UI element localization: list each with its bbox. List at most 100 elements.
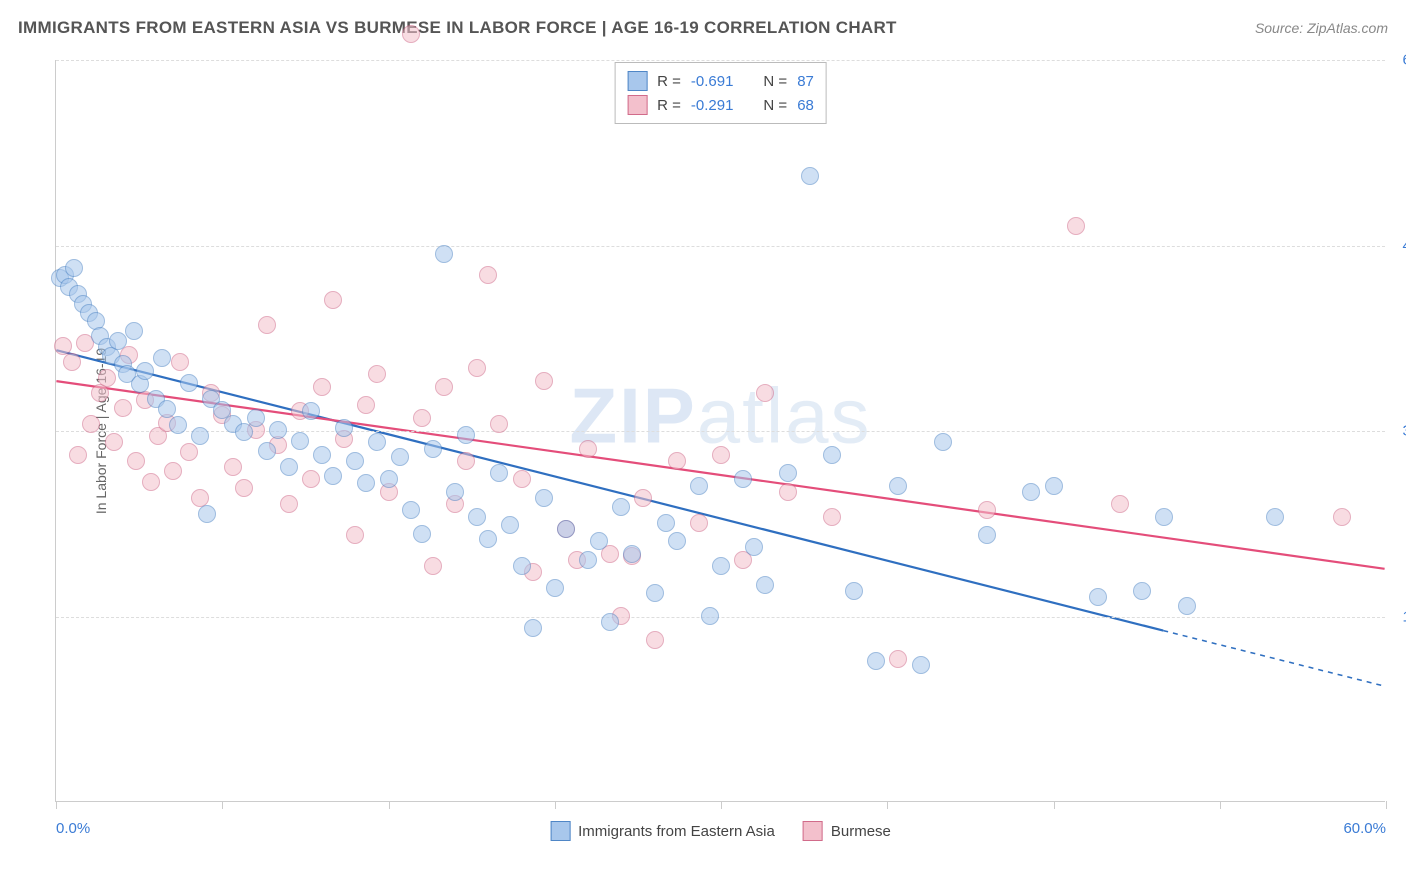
data-point — [164, 462, 182, 480]
data-point — [889, 650, 907, 668]
series-legend: Immigrants from Eastern Asia Burmese — [550, 821, 891, 841]
data-point — [324, 291, 342, 309]
data-point — [513, 557, 531, 575]
data-point — [114, 399, 132, 417]
n-label: N = — [763, 97, 787, 114]
data-point — [1022, 483, 1040, 501]
data-point — [479, 530, 497, 548]
data-point — [153, 349, 171, 367]
data-point — [346, 452, 364, 470]
data-point — [513, 470, 531, 488]
data-point — [125, 322, 143, 340]
data-point — [690, 477, 708, 495]
legend-swatch — [803, 821, 823, 841]
data-point — [247, 409, 265, 427]
data-point — [368, 365, 386, 383]
data-point — [158, 400, 176, 418]
x-tick-label: 0.0% — [56, 820, 90, 837]
data-point — [198, 505, 216, 523]
data-point — [280, 495, 298, 513]
data-point — [368, 433, 386, 451]
data-point — [1266, 508, 1284, 526]
n-value: 87 — [797, 73, 814, 90]
data-point — [889, 477, 907, 495]
data-point — [546, 579, 564, 597]
n-label: N = — [763, 73, 787, 90]
data-point — [1067, 217, 1085, 235]
data-point — [169, 416, 187, 434]
data-point — [779, 483, 797, 501]
data-point — [413, 525, 431, 543]
data-point — [335, 419, 353, 437]
r-label: R = — [657, 73, 681, 90]
data-point — [712, 557, 730, 575]
data-point — [612, 498, 630, 516]
data-point — [1155, 508, 1173, 526]
data-point — [501, 516, 519, 534]
data-point — [413, 409, 431, 427]
data-point — [258, 316, 276, 334]
data-point — [346, 526, 364, 544]
scatter-plot: In Labor Force | Age 16-19 ZIPatlas R =-… — [55, 60, 1385, 802]
stats-row: R = -0.291 N = 68 — [627, 93, 814, 117]
data-point — [82, 415, 100, 433]
legend-item: Immigrants from Eastern Asia — [550, 821, 775, 841]
data-point — [424, 440, 442, 458]
data-point — [801, 167, 819, 185]
data-point — [136, 362, 154, 380]
stats-row: R =-0.691N =87 — [627, 69, 814, 93]
data-point — [756, 576, 774, 594]
data-point — [180, 374, 198, 392]
data-point — [468, 359, 486, 377]
data-point — [180, 443, 198, 461]
x-tick — [887, 801, 888, 809]
data-point — [557, 520, 575, 538]
r-label: R = — [657, 97, 681, 114]
data-point — [269, 421, 287, 439]
data-point — [1089, 588, 1107, 606]
data-point — [978, 526, 996, 544]
y-tick-label: 30.0% — [1402, 423, 1406, 440]
data-point — [380, 470, 398, 488]
data-point — [1045, 477, 1063, 495]
data-point — [127, 452, 145, 470]
data-point — [978, 501, 996, 519]
data-point — [191, 427, 209, 445]
data-point — [490, 415, 508, 433]
data-point — [357, 396, 375, 414]
data-point — [490, 464, 508, 482]
gridline — [56, 60, 1385, 61]
title-bar: IMMIGRANTS FROM EASTERN ASIA VS BURMESE … — [18, 18, 1388, 38]
r-value: -0.291 — [691, 97, 734, 114]
gridline — [56, 246, 1385, 247]
y-tick-label: 60.0% — [1402, 52, 1406, 69]
data-point — [690, 514, 708, 532]
data-point — [402, 25, 420, 43]
stats-legend-box: R =-0.691N =87R =-0.291N =68 — [614, 62, 827, 124]
data-point — [712, 446, 730, 464]
n-value: 68 — [797, 97, 814, 114]
data-point — [258, 442, 276, 460]
data-point — [302, 402, 320, 420]
data-point — [479, 266, 497, 284]
data-point — [235, 479, 253, 497]
data-point — [734, 470, 752, 488]
data-point — [457, 426, 475, 444]
data-point — [646, 584, 664, 602]
data-point — [668, 532, 686, 550]
data-point — [1133, 582, 1151, 600]
data-point — [601, 613, 619, 631]
legend-label: Burmese — [831, 823, 891, 840]
data-point — [657, 514, 675, 532]
data-point — [69, 446, 87, 464]
legend-label: Immigrants from Eastern Asia — [578, 823, 775, 840]
source-label: Source: ZipAtlas.com — [1255, 20, 1388, 36]
data-point — [291, 432, 309, 450]
data-point — [63, 353, 81, 371]
data-point — [668, 452, 686, 470]
data-point — [280, 458, 298, 476]
x-tick — [389, 801, 390, 809]
data-point — [524, 619, 542, 637]
data-point — [756, 384, 774, 402]
data-point — [579, 551, 597, 569]
